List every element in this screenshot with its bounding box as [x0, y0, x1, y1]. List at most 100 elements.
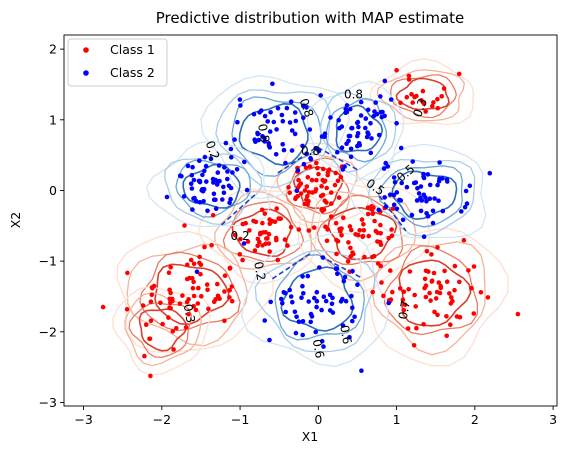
class-2-point: [410, 159, 416, 164]
class-1-point: [456, 71, 462, 77]
class-2-point: [300, 274, 305, 279]
class-2-point: [280, 118, 286, 124]
class-1-point: [275, 257, 281, 263]
class-2-point: [196, 178, 202, 184]
class-2-point: [188, 181, 194, 186]
class-1-point: [394, 68, 399, 73]
class-1-point: [191, 261, 197, 267]
class-2-point: [413, 180, 419, 185]
class-2-point: [320, 255, 326, 260]
class-2-point: [321, 294, 327, 300]
class-2-point: [382, 195, 388, 200]
class-2-point: [376, 207, 382, 213]
class-1-point: [401, 307, 407, 313]
class-2-point: [235, 119, 240, 125]
class-1-point: [274, 206, 280, 211]
class-2-point: [348, 106, 353, 112]
class-2-point: [339, 145, 345, 150]
class-1-point: [328, 214, 334, 219]
class-1-point: [362, 254, 367, 260]
class-1-point: [182, 223, 187, 228]
class-2-point: [253, 139, 258, 144]
class-2-point: [299, 295, 304, 301]
class-1-point: [365, 205, 371, 210]
contour-line: [215, 89, 331, 189]
class-1-point: [348, 254, 354, 259]
class-1-point: [466, 268, 471, 273]
class-1-point: [278, 216, 284, 221]
class-1-point: [400, 297, 406, 303]
class-2-point: [368, 121, 373, 126]
class-1-point: [444, 314, 449, 319]
class-2-point: [237, 97, 243, 102]
class-1-point: [435, 312, 440, 318]
class-2-point: [288, 294, 294, 299]
class-1-point: [414, 93, 419, 99]
class-1-point: [229, 298, 235, 304]
class-2-point: [262, 135, 267, 141]
class-2-point: [372, 109, 377, 114]
class-1-point: [436, 280, 442, 285]
class-1-point: [309, 177, 315, 183]
class-1-point: [186, 312, 191, 317]
class-2-point: [190, 207, 195, 212]
class-1-point: [409, 92, 414, 97]
class-2-point: [279, 112, 285, 118]
x-axis-label: X1: [302, 429, 319, 444]
class-2-point: [391, 192, 397, 198]
class-1-point: [444, 333, 450, 339]
class-1-point: [259, 207, 265, 213]
legend-marker-class-1: [83, 47, 89, 53]
class-2-point: [430, 220, 436, 226]
class-2-point: [221, 190, 227, 196]
class-2-point: [359, 368, 364, 374]
class-2-point: [398, 145, 404, 151]
class-1-point: [427, 290, 432, 296]
class-2-point: [464, 201, 470, 206]
class-1-point: [433, 296, 439, 301]
class-2-point: [204, 179, 209, 184]
class-2-point: [203, 163, 209, 169]
class-2-point: [181, 194, 187, 199]
class-2-point: [463, 188, 469, 194]
legend: Class 1 Class 2: [67, 38, 168, 87]
class-2-point: [185, 163, 191, 169]
class-1-point: [334, 237, 339, 243]
class-2-point: [421, 192, 427, 198]
class-1-point: [406, 287, 411, 292]
class-2-point: [414, 198, 420, 203]
class-2-point: [399, 180, 405, 186]
class-1-point: [412, 292, 418, 298]
contour-line: [154, 263, 230, 326]
class-2-point: [437, 160, 442, 165]
class-2-point: [301, 161, 307, 167]
class-1-point: [240, 257, 245, 263]
class-1-point: [404, 94, 410, 100]
class-2-point: [221, 184, 226, 190]
class-2-point: [293, 118, 299, 124]
class-2-point: [462, 204, 468, 210]
class-2-point: [421, 234, 427, 239]
class-1-point: [435, 245, 440, 250]
contour-level-label: 0.2: [203, 139, 223, 162]
class-1-point: [359, 217, 365, 222]
class-1-point: [193, 307, 199, 313]
class-1-point: [206, 306, 211, 312]
class-1-point: [306, 190, 312, 195]
class-1-point: [306, 228, 312, 233]
class-2-point: [425, 172, 431, 177]
class-2-point: [394, 206, 400, 212]
class-1-point: [222, 273, 228, 279]
class-2-point: [335, 149, 340, 155]
class-2-point: [387, 192, 393, 197]
class-2-point: [280, 300, 285, 306]
class-1-point: [148, 299, 154, 305]
class-1-point: [390, 289, 395, 295]
class-1-point: [325, 172, 331, 178]
class-1-point: [100, 304, 106, 310]
class-1-point: [421, 101, 427, 106]
class-2-point: [273, 152, 279, 157]
class-2-point: [306, 299, 312, 304]
class-1-point: [320, 208, 325, 214]
class-1-point: [282, 237, 288, 242]
